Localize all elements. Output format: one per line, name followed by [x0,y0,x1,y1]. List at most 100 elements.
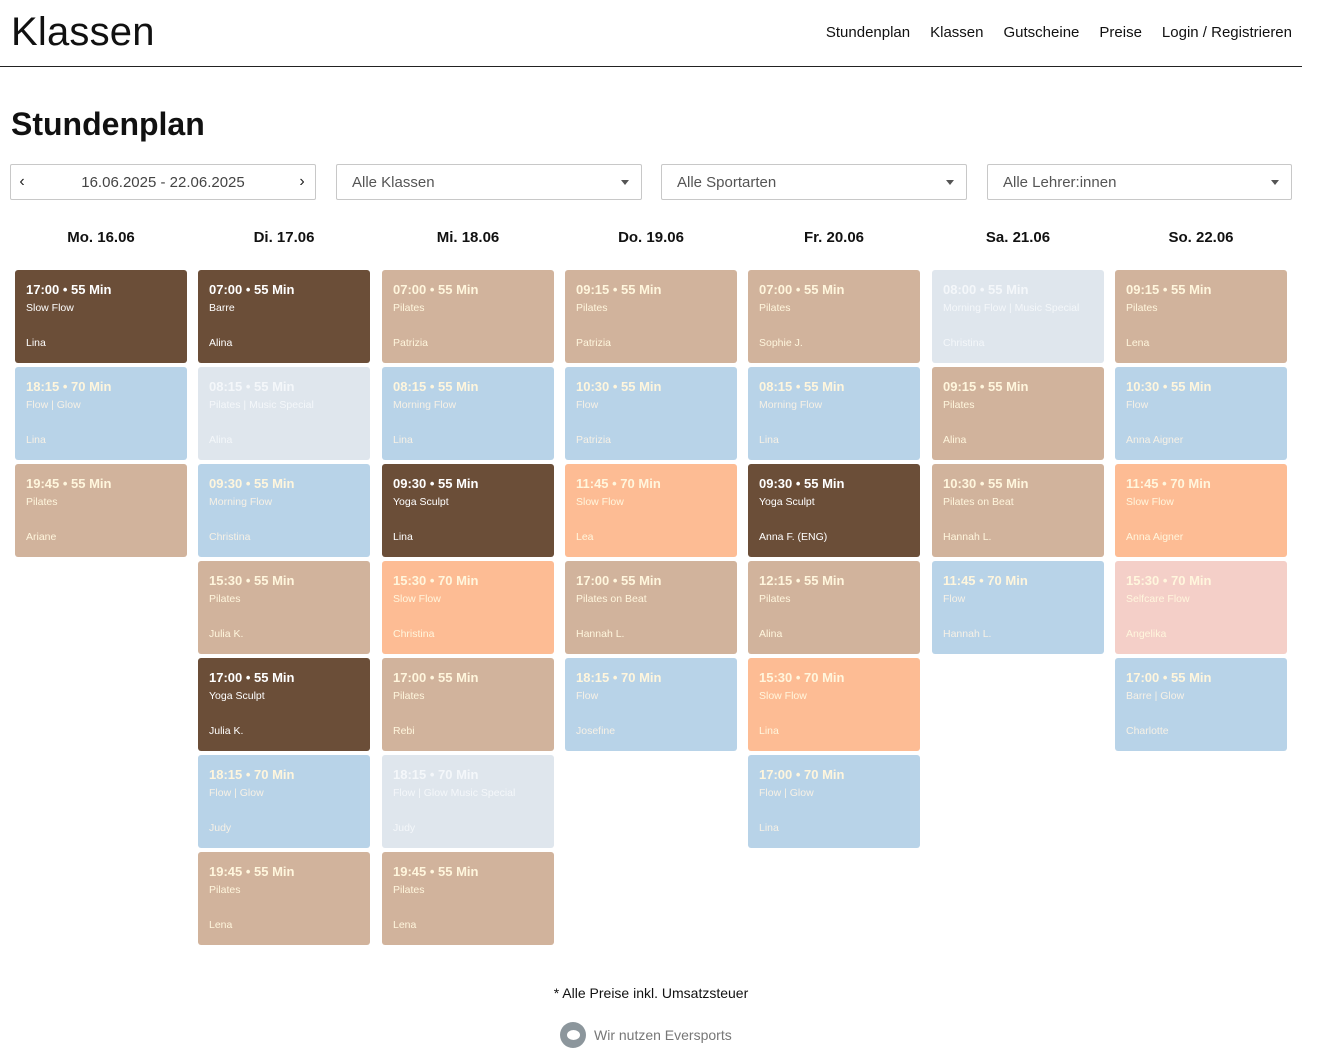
powered-by-text: Wir nutzen Eversports [594,1027,732,1043]
main-nav: Stundenplan Klassen Gutscheine Preise Lo… [826,24,1292,41]
nav-klassen[interactable]: Klassen [930,24,984,41]
nav-login[interactable]: Login / Registrieren [1161,24,1292,41]
sport-filter-select[interactable]: Alle Sportarten [661,164,967,200]
nav-gutscheine[interactable]: Gutscheine [1003,24,1080,41]
class-card[interactable]: 19:45 • 55 Min Pilates Lena [198,852,370,945]
class-teacher: Patrizia [576,434,612,446]
sport-filter-value: Alle Sportarten [677,174,777,191]
class-card[interactable]: 15:30 • 70 Min Slow Flow Lina [748,658,920,751]
class-time: 10:30 • 55 Min [576,379,662,394]
class-card[interactable]: 18:15 • 70 Min Flow | Glow Judy [198,755,370,848]
class-card[interactable]: 17:00 • 55 Min Pilates on Beat Hannah L. [565,561,737,654]
class-name: Slow Flow [1126,496,1174,508]
class-time: 08:00 • 55 Min [943,282,1029,297]
class-card[interactable]: 17:00 • 55 Min Slow Flow Lina [15,270,187,363]
class-card[interactable]: 19:45 • 55 Min Pilates Lena [382,852,554,945]
class-card[interactable]: 15:30 • 70 Min Selfcare Flow Angelika [1115,561,1287,654]
class-teacher: Lina [26,434,46,446]
class-card[interactable]: 11:45 • 70 Min Slow Flow Lea [565,464,737,557]
class-card[interactable]: 15:30 • 70 Min Slow Flow Christina [382,561,554,654]
class-time: 12:15 • 55 Min [759,573,845,588]
class-card[interactable]: 12:15 • 55 Min Pilates Alina [748,561,920,654]
class-teacher: Hannah L. [576,628,625,640]
class-teacher: Alina [209,434,233,446]
class-name: Pilates [393,690,425,702]
class-time: 11:45 • 70 Min [943,573,1028,588]
class-teacher: Christina [943,337,985,349]
class-teacher: Alina [759,628,783,640]
class-name: Pilates [209,884,241,896]
class-card[interactable]: 09:30 • 55 Min Morning Flow Christina [198,464,370,557]
teacher-filter-select[interactable]: Alle Lehrer:innen [987,164,1292,200]
class-time: 08:15 • 55 Min [759,379,845,394]
class-card[interactable]: 17:00 • 55 Min Pilates Rebi [382,658,554,751]
class-time: 11:45 • 70 Min [576,476,661,491]
class-filter-select[interactable]: Alle Klassen [336,164,642,200]
date-range-text[interactable]: 16.06.2025 - 22.06.2025 [81,174,245,191]
class-time: 08:15 • 55 Min [393,379,479,394]
class-card[interactable]: 18:15 • 70 Min Flow Josefine [565,658,737,751]
class-card[interactable]: 08:15 • 55 Min Morning Flow Lina [382,367,554,460]
class-card[interactable]: 09:15 • 55 Min Pilates Patrizia [565,270,737,363]
class-name: Pilates [393,302,425,314]
day-header: Fr. 20.06 [803,229,865,246]
class-card[interactable]: 07:00 • 55 Min Pilates Sophie J. [748,270,920,363]
class-name: Pilates on Beat [576,593,647,605]
powered-by[interactable]: Wir nutzen Eversports [560,1022,732,1048]
class-card[interactable]: 11:45 • 70 Min Slow Flow Anna Aigner [1115,464,1287,557]
class-card[interactable]: 17:00 • 55 Min Barre | Glow Charlotte [1115,658,1287,751]
class-card[interactable]: 10:30 • 55 Min Pilates on Beat Hannah L. [932,464,1104,557]
class-card[interactable]: 07:00 • 55 Min Pilates Patrizia [382,270,554,363]
class-time: 09:15 • 55 Min [576,282,662,297]
class-teacher: Ariane [26,531,57,543]
class-time: 07:00 • 55 Min [393,282,479,297]
class-card[interactable]: 10:30 • 55 Min Flow Anna Aigner [1115,367,1287,460]
class-teacher: Alina [943,434,967,446]
class-time: 15:30 • 70 Min [759,670,845,685]
class-name: Morning Flow [759,399,823,411]
class-name: Flow [576,690,599,702]
chevron-left-icon[interactable]: ‹ [19,173,25,190]
class-time: 07:00 • 55 Min [759,282,845,297]
class-teacher: Lena [1126,337,1150,349]
class-time: 08:15 • 55 Min [209,379,295,394]
class-card[interactable]: 08:00 • 55 Min Morning Flow | Music Speci… [932,270,1104,363]
class-time: 09:30 • 55 Min [393,476,479,491]
day-header: Mi. 18.06 [436,229,500,246]
class-card[interactable]: 09:15 • 55 Min Pilates Alina [932,367,1104,460]
nav-preise[interactable]: Preise [1099,24,1142,41]
class-time: 10:30 • 55 Min [943,476,1029,491]
class-card[interactable]: 18:15 • 70 Min Flow | Glow Music Special J… [382,755,554,848]
chevron-right-icon[interactable]: › [299,173,305,190]
class-time: 09:15 • 55 Min [1126,282,1212,297]
class-card[interactable]: 09:15 • 55 Min Pilates Lena [1115,270,1287,363]
class-card[interactable]: 08:15 • 55 Min Morning Flow Lina [748,367,920,460]
day-header: Di. 17.06 [253,229,315,246]
class-teacher: Christina [209,531,251,543]
nav-stundenplan[interactable]: Stundenplan [825,24,911,41]
class-card[interactable]: 09:30 • 55 Min Yoga Sculpt Anna F. (ENG) [748,464,920,557]
class-time: 15:30 • 70 Min [1126,573,1212,588]
class-card[interactable]: 08:15 • 55 Min Pilates | Music Special Ali… [198,367,370,460]
class-card[interactable]: 19:45 • 55 Min Pilates Ariane [15,464,187,557]
class-name: Flow | Glow Music Special [393,787,516,799]
class-card[interactable]: 09:30 • 55 Min Yoga Sculpt Lina [382,464,554,557]
class-teacher: Judy [209,822,232,834]
class-card[interactable]: 18:15 • 70 Min Flow | Glow Lina [15,367,187,460]
class-card[interactable]: 17:00 • 70 Min Flow | Glow Lina [748,755,920,848]
class-card[interactable]: 15:30 • 55 Min Pilates Julia K. [198,561,370,654]
price-note: * Alle Preise inkl. Umsatzsteuer [553,985,749,1001]
class-card[interactable]: 10:30 • 55 Min Flow Patrizia [565,367,737,460]
class-time: 17:00 • 55 Min [1126,670,1212,685]
class-teacher: Anna Aigner [1126,531,1184,543]
class-card[interactable]: 17:00 • 55 Min Yoga Sculpt Julia K. [198,658,370,751]
class-teacher: Lina [26,337,46,349]
site-logo[interactable]: Klassen [11,10,155,54]
class-time: 17:00 • 55 Min [576,573,662,588]
class-teacher: Julia K. [209,725,244,737]
class-card[interactable]: 11:45 • 70 Min Flow Hannah L. [932,561,1104,654]
class-name: Pilates [26,496,58,508]
class-card[interactable]: 07:00 • 55 Min Barre Alina [198,270,370,363]
class-teacher: Lina [759,434,779,446]
class-name: Barre | Glow [1126,690,1185,702]
